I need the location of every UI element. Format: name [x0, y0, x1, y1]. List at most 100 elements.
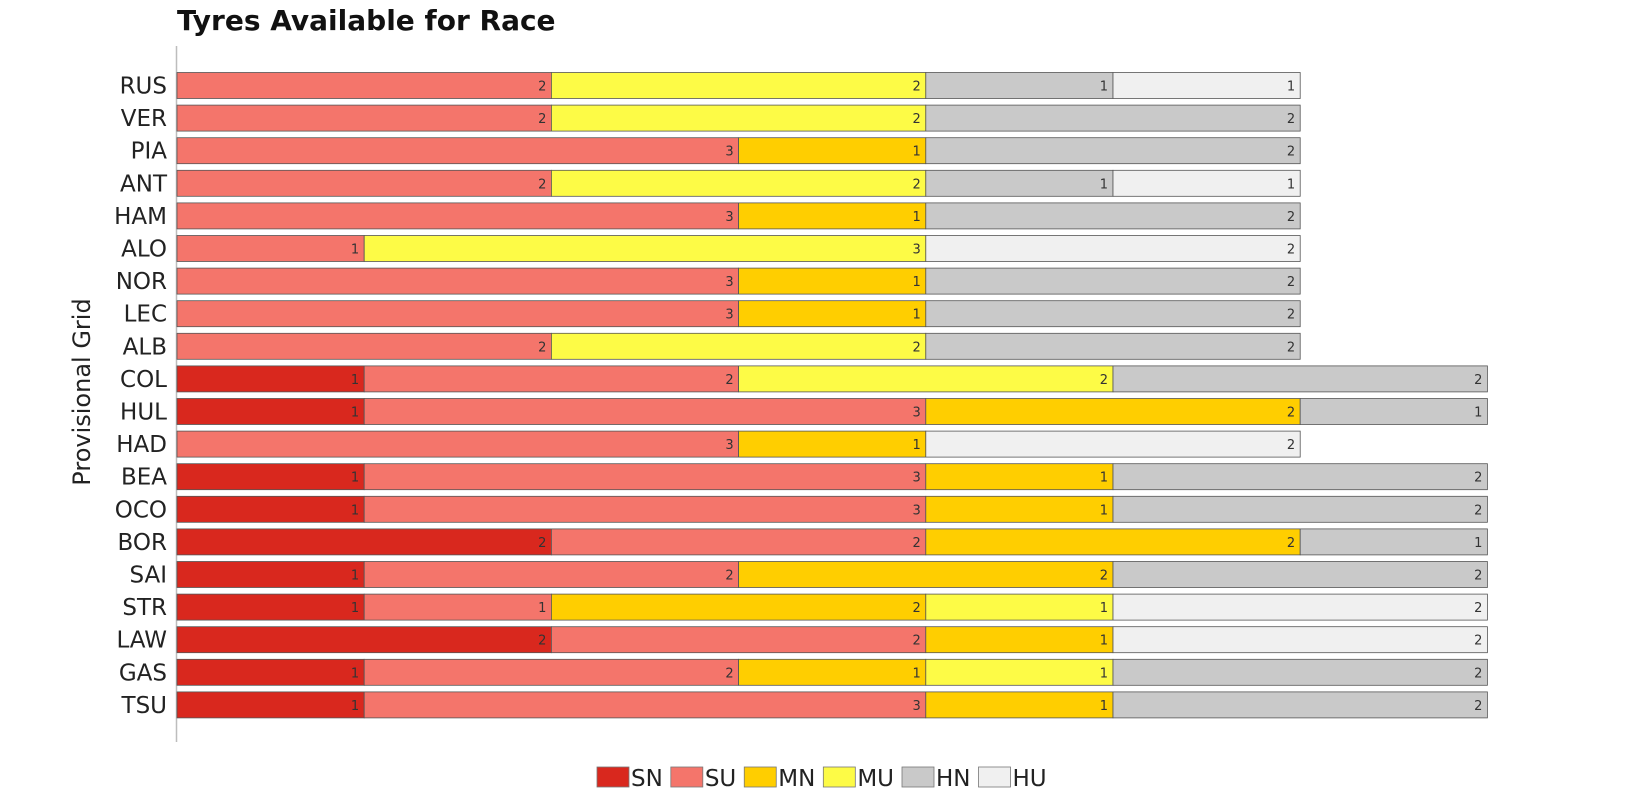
bar-segment-mu [551, 332, 927, 360]
bar-segment-su [363, 365, 740, 393]
segment-value-label: 2 [1100, 569, 1108, 584]
bar-segment-mn [738, 300, 927, 328]
bar-segment-hn [925, 300, 1301, 328]
bar-segment-hu [1112, 72, 1301, 99]
driver-label: ANT [120, 171, 168, 197]
segment-value-label: 1 [351, 373, 359, 388]
bar-segment-hu [1112, 169, 1301, 197]
driver-label: STR [122, 595, 167, 621]
bar-segment-hn [1112, 691, 1488, 719]
segment-value-label: 1 [538, 601, 546, 616]
bar-segment-hn [925, 202, 1301, 230]
segment-value-label: 1 [913, 210, 921, 225]
bar-segment-hn [925, 137, 1301, 165]
driver-label: SAI [129, 563, 167, 589]
bar-segment-su [176, 72, 552, 99]
segment-value-label: 2 [538, 340, 546, 355]
bar-segment-mu [925, 593, 1114, 621]
segment-value-label: 2 [1287, 210, 1295, 225]
bar-segment-su [363, 398, 927, 425]
bar-segment-su [176, 235, 365, 262]
bar-segment-mn [738, 267, 927, 295]
bar-segment-su [551, 528, 927, 556]
driver-label: VER [121, 106, 167, 132]
segment-value-label: 3 [913, 503, 921, 518]
driver-label: HAM [114, 204, 167, 230]
driver-label: ALB [123, 334, 167, 360]
bar-segment-su [176, 430, 739, 458]
segment-value-label: 1 [1100, 666, 1108, 681]
segment-value-label: 1 [351, 569, 359, 584]
segment-value-label: 1 [351, 243, 359, 258]
legend-label-sn: SN [631, 766, 663, 792]
driver-label: NOR [116, 269, 167, 295]
segment-value-label: 1 [1100, 471, 1108, 486]
segment-value-label: 1 [351, 601, 359, 616]
segment-value-label: 2 [538, 80, 546, 95]
chart-title: Tyres Available for Race [177, 4, 556, 37]
segment-value-label: 1 [351, 503, 359, 518]
segment-value-label: 2 [1287, 536, 1295, 551]
segment-value-label: 3 [913, 699, 921, 714]
segment-value-label: 1 [1100, 634, 1108, 649]
bar-segment-hn [1112, 365, 1488, 393]
bars-group: RUS 2 2 1 1 VER 2 2 2 PIA 3 1 2 ANT 2 2 1 1 HAM 3 1 2 ALO 1 3 2 NO… [114, 72, 1488, 719]
driver-label: ALO [121, 237, 167, 263]
segment-value-label: 1 [913, 308, 921, 323]
bar-segment-mn [738, 658, 927, 686]
segment-value-label: 1 [1474, 406, 1482, 421]
bar-segment-su [176, 267, 739, 295]
legend-label-su: SU [705, 766, 736, 792]
bar-segment-sn [176, 495, 365, 523]
driver-label: RUS [120, 74, 167, 100]
bar-segment-su [363, 495, 927, 523]
bar-segment-mn [738, 561, 1114, 588]
bar-segment-hn [1112, 495, 1488, 523]
segment-value-label: 3 [913, 471, 921, 486]
segment-value-label: 2 [913, 634, 921, 649]
segment-value-label: 2 [913, 112, 921, 127]
bar-segment-sn [176, 528, 552, 556]
segment-value-label: 2 [913, 340, 921, 355]
segment-value-label: 2 [1100, 373, 1108, 388]
segment-value-label: 2 [913, 80, 921, 95]
driver-label: LAW [116, 628, 167, 654]
segment-value-label: 2 [1474, 373, 1482, 388]
legend-swatch-hn [901, 766, 935, 788]
segment-value-label: 1 [351, 471, 359, 486]
bar-segment-mu [551, 169, 927, 197]
segment-value-label: 3 [913, 243, 921, 258]
bar-segment-hu [1112, 593, 1488, 621]
bar-segment-hu [925, 430, 1301, 458]
segment-value-label: 2 [725, 373, 733, 388]
bar-segment-mn [925, 528, 1301, 556]
bar-segment-mn [738, 430, 927, 458]
bar-segment-hn [1112, 463, 1488, 491]
bar-segment-su [551, 626, 927, 654]
segment-value-label: 2 [538, 634, 546, 649]
bar-segment-sn [176, 658, 365, 686]
segment-value-label: 1 [913, 275, 921, 290]
bar-segment-mn [738, 137, 927, 165]
segment-value-label: 2 [1287, 340, 1295, 355]
legend-swatch-sn [596, 766, 630, 788]
bar-segment-hn [1299, 528, 1488, 556]
bar-segment-su [363, 463, 927, 491]
driver-label: OCO [115, 497, 167, 523]
segment-value-label: 2 [1287, 275, 1295, 290]
segment-value-label: 2 [1287, 145, 1295, 160]
driver-label: COL [120, 367, 167, 393]
bar-segment-sn [176, 561, 365, 588]
bar-segment-su [176, 104, 552, 132]
segment-value-label: 2 [725, 569, 733, 584]
bar-segment-su [363, 658, 740, 686]
segment-value-label: 1 [1474, 536, 1482, 551]
segment-value-label: 2 [538, 177, 546, 192]
legend-label-mu: MU [857, 766, 894, 792]
segment-value-label: 3 [725, 210, 733, 225]
driver-label: HAD [116, 432, 167, 458]
segment-value-label: 2 [913, 536, 921, 551]
driver-label: HUL [120, 400, 167, 426]
driver-label: PIA [131, 139, 168, 165]
